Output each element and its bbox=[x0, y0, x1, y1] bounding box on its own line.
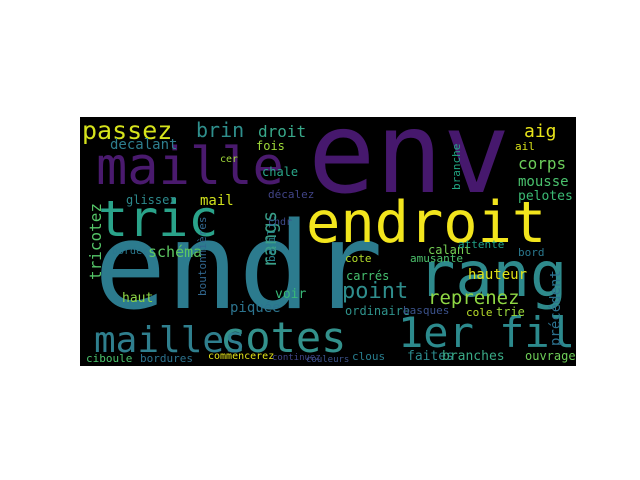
word: decalant bbox=[110, 137, 177, 153]
word: cotes bbox=[220, 313, 346, 362]
word: boutonnières bbox=[196, 217, 209, 296]
word: carrés bbox=[346, 269, 389, 283]
word: chale bbox=[262, 165, 298, 179]
word: point bbox=[342, 279, 408, 304]
word: piquée bbox=[230, 300, 281, 316]
word: passez bbox=[82, 116, 172, 145]
word: ouvrage bbox=[525, 349, 576, 363]
word: faites bbox=[407, 349, 454, 364]
word: glissez bbox=[126, 193, 177, 207]
word: calant bbox=[428, 243, 471, 257]
word: brin bbox=[196, 118, 244, 142]
word: mailles bbox=[94, 320, 246, 361]
word: basques bbox=[403, 304, 449, 317]
word: endr bbox=[94, 198, 383, 337]
word: corps bbox=[518, 154, 566, 173]
word: voir bbox=[275, 287, 306, 302]
word: basilic bbox=[265, 216, 278, 262]
word: mousse bbox=[518, 174, 569, 190]
word: décalez bbox=[268, 188, 314, 201]
word: endroit bbox=[306, 190, 546, 256]
word: reprenez bbox=[428, 287, 520, 309]
word: bord bbox=[518, 246, 545, 259]
cloud-background bbox=[80, 117, 576, 366]
word: tric bbox=[98, 190, 218, 248]
word: trie bbox=[496, 305, 525, 319]
word: cote bbox=[345, 252, 372, 265]
word: branches bbox=[442, 349, 505, 364]
word: attente bbox=[458, 238, 504, 251]
word: 1er fil bbox=[398, 308, 575, 357]
word: hauteur bbox=[468, 267, 527, 283]
word: maille bbox=[96, 137, 284, 197]
word: haut bbox=[122, 291, 153, 306]
word: couleurs bbox=[306, 355, 349, 365]
word: commencerez bbox=[208, 351, 274, 362]
word: env bbox=[308, 89, 510, 219]
word: bordures bbox=[140, 352, 193, 365]
word: branche bbox=[450, 144, 463, 190]
word: précédent bbox=[548, 270, 564, 346]
word: amusante bbox=[410, 252, 463, 265]
word: cer bbox=[220, 154, 238, 165]
word: pelotes bbox=[518, 189, 573, 204]
word: ordinaire bbox=[345, 304, 410, 318]
word: rangs bbox=[259, 211, 281, 268]
word: ail bbox=[515, 140, 535, 153]
word: tricotez bbox=[86, 203, 105, 280]
word: ciboule bbox=[86, 352, 132, 365]
word: mail bbox=[200, 193, 234, 209]
word: fois bbox=[256, 139, 285, 153]
word: droit bbox=[258, 122, 306, 141]
word: cole bbox=[466, 306, 493, 319]
word: schéma bbox=[148, 243, 202, 261]
word: continuez bbox=[272, 353, 321, 363]
word: aig bbox=[524, 121, 557, 142]
word: clous bbox=[352, 350, 385, 363]
word: bordez bbox=[112, 246, 148, 257]
word: rang bbox=[418, 238, 567, 311]
word: cndr bbox=[268, 217, 292, 228]
